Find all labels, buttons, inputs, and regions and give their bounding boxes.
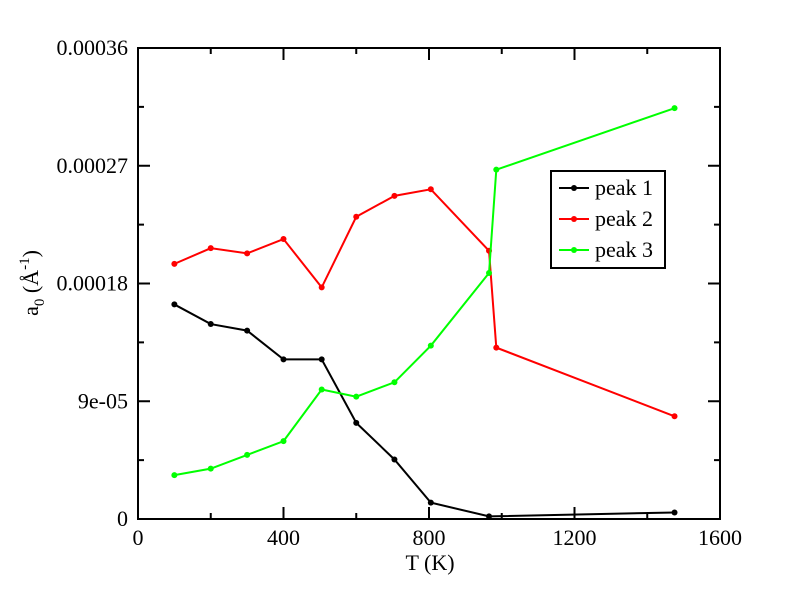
data-point-peak-3: [493, 166, 500, 173]
y-tick-label: 0.00036: [57, 35, 129, 60]
legend-marker-peak-1: [571, 185, 577, 191]
y-tick-label: 9e-05: [78, 388, 128, 413]
x-axis-title: T (K): [405, 550, 454, 575]
data-point-peak-1: [171, 301, 178, 308]
legend-label-peak-1: peak 1: [595, 175, 653, 200]
y-tick-label: 0.00018: [57, 271, 129, 296]
data-point-peak-2: [244, 250, 251, 257]
y-axis-title-unit-open: (: [18, 286, 43, 299]
y-axis-title-unit: Å: [18, 270, 43, 286]
legend-label-peak-3: peak 3: [595, 237, 653, 262]
data-point-peak-1: [391, 456, 398, 463]
data-point-peak-3: [318, 386, 325, 393]
data-point-peak-1: [207, 321, 214, 328]
x-tick-label: 400: [267, 525, 300, 550]
data-point-peak-1: [427, 499, 434, 506]
data-point-peak-3: [671, 105, 678, 112]
data-point-peak-2: [353, 213, 360, 220]
data-point-peak-1: [353, 419, 360, 426]
y-axis-title-main: a: [18, 306, 43, 316]
x-tick-label: 0: [133, 525, 144, 550]
data-point-peak-3: [391, 379, 398, 386]
x-tick-label: 1200: [553, 525, 597, 550]
data-point-peak-3: [427, 342, 434, 349]
legend-marker-peak-2: [571, 216, 577, 222]
legend: peak 1 peak 2 peak 3: [550, 170, 666, 269]
data-point-peak-1: [244, 327, 251, 334]
y-axis-title: a0 (Å-1): [17, 250, 48, 316]
data-point-peak-3: [171, 472, 178, 479]
series-group: [171, 105, 678, 520]
legend-label-peak-2: peak 2: [595, 206, 653, 231]
data-point-peak-3: [280, 438, 287, 445]
data-point-peak-2: [391, 192, 398, 199]
data-point-peak-2: [318, 284, 325, 291]
data-point-peak-3: [244, 451, 251, 458]
x-tick-label: 1600: [698, 525, 742, 550]
data-point-peak-3: [207, 465, 214, 472]
data-point-peak-2: [493, 344, 500, 351]
data-point-peak-2: [207, 245, 214, 252]
data-point-peak-2: [280, 236, 287, 243]
data-point-peak-2: [427, 186, 434, 193]
data-point-peak-3: [353, 393, 360, 400]
data-point-peak-2: [171, 260, 178, 267]
series-line-peak-1: [173, 303, 675, 518]
data-point-peak-1: [318, 356, 325, 363]
data-point-peak-1: [671, 509, 678, 516]
data-point-peak-1: [280, 356, 287, 363]
data-point-peak-2: [671, 413, 678, 420]
data-point-peak-3: [486, 270, 493, 277]
y-axis-title-subscript: 0: [32, 299, 48, 307]
y-axis-title-unit-close: ): [18, 250, 43, 257]
y-tick-label: 0.00027: [57, 153, 129, 178]
y-tick-label: 0: [117, 506, 128, 531]
x-tick-label: 800: [413, 525, 446, 550]
legend-marker-peak-3: [571, 247, 577, 253]
y-axis-title-unit-superscript: -1: [17, 257, 33, 270]
data-point-peak-1: [486, 513, 493, 520]
axes: 0 400 800 1200 1600 0 9e-05 0.00018 0.00027 0.000…: [57, 35, 743, 550]
